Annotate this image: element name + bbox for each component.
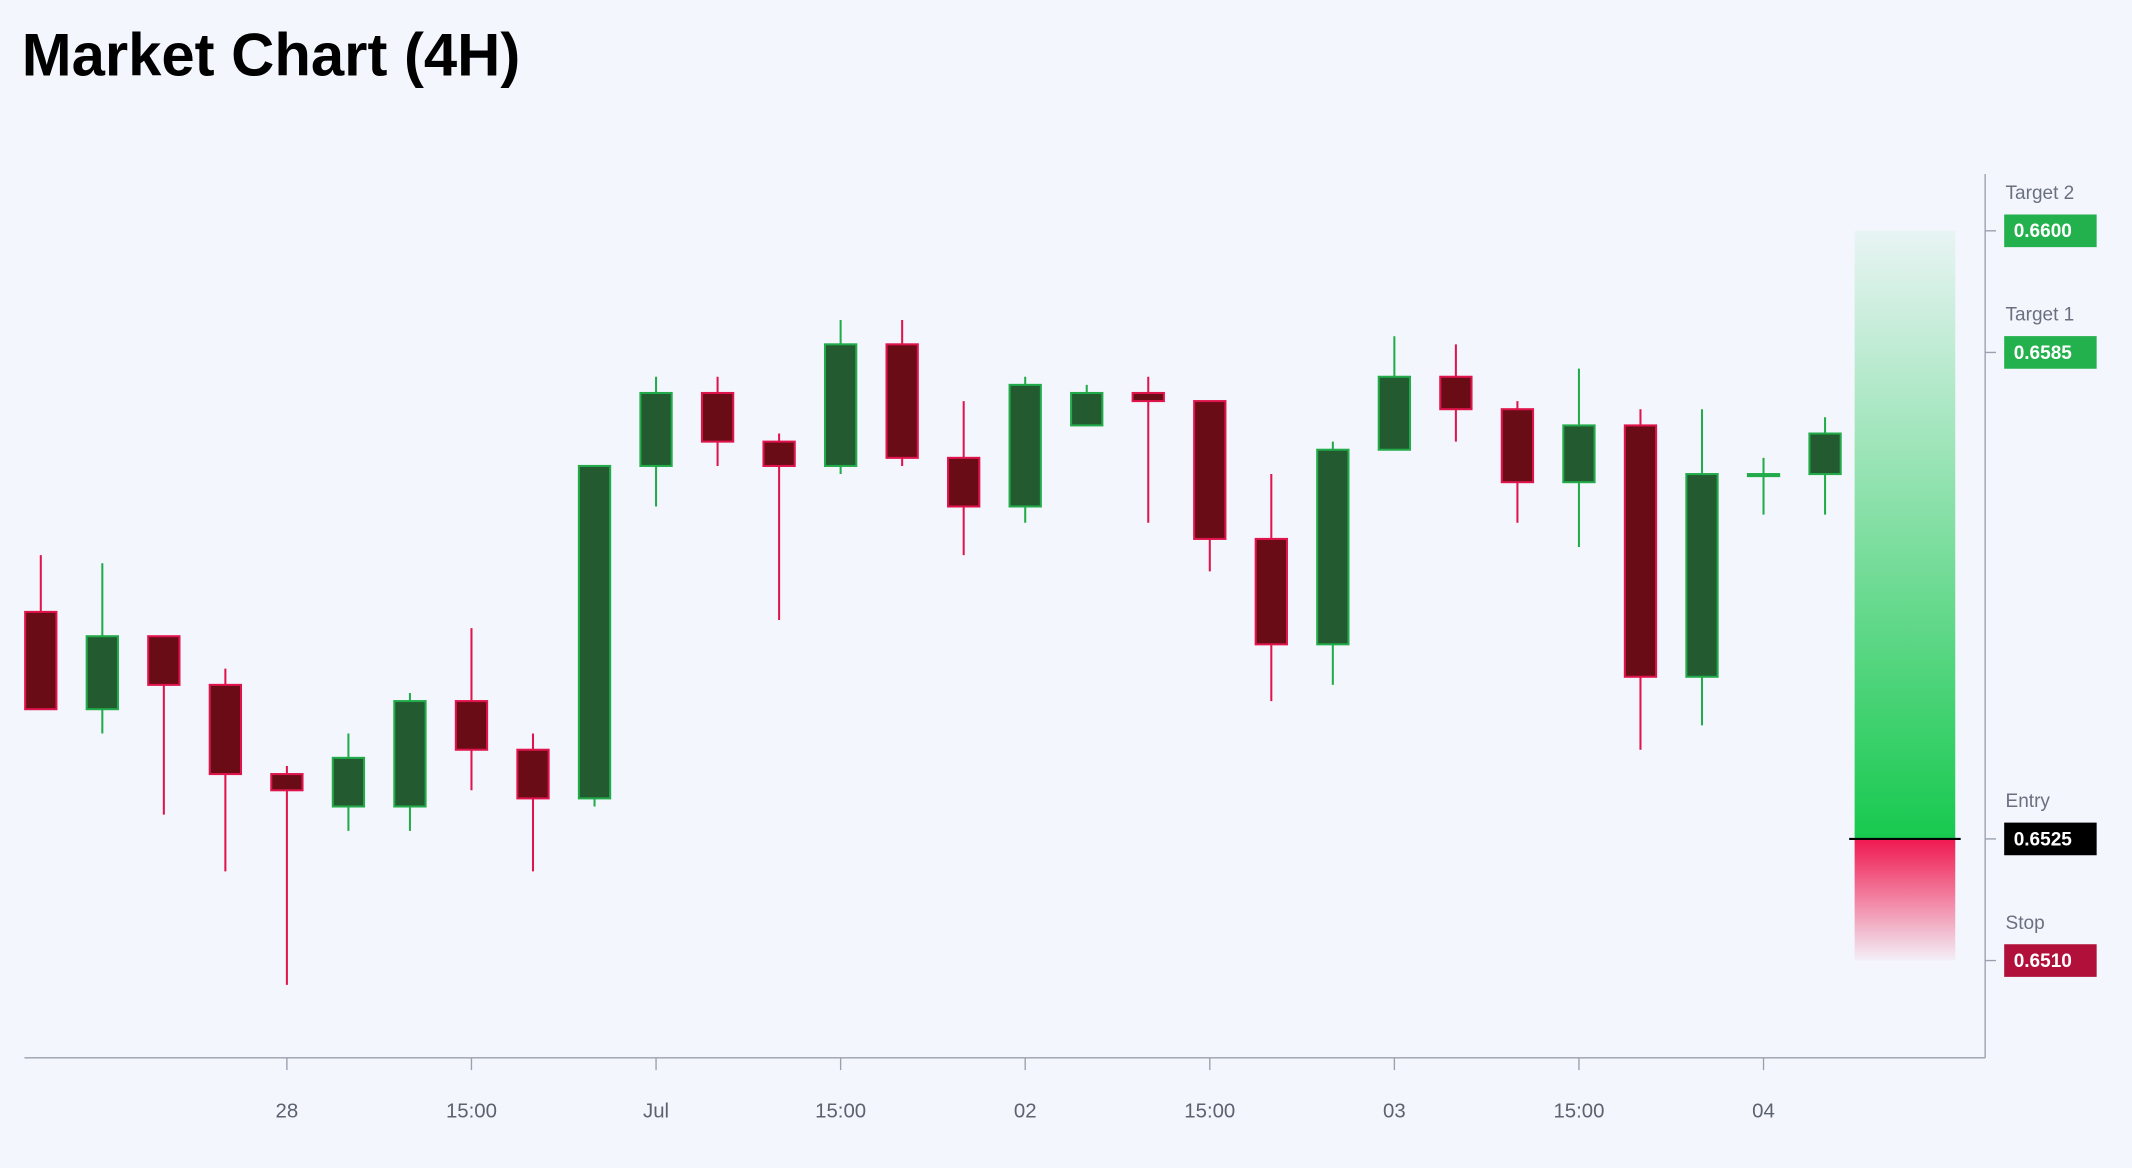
candle-body <box>1008 383 1042 508</box>
candle-body <box>516 748 550 800</box>
candle-body <box>577 464 612 800</box>
candle-body <box>1562 424 1596 484</box>
candle-body <box>700 391 735 443</box>
chart-title: Market Chart (4H) <box>22 22 521 89</box>
level-value: 0.6510 <box>2014 951 2072 972</box>
candle-body <box>1500 408 1535 484</box>
candle-body <box>270 773 304 792</box>
candle-body <box>1685 473 1719 678</box>
candle-body <box>331 756 366 808</box>
candle-body <box>1377 375 1412 451</box>
x-tick-label: 02 <box>1014 1101 1037 1123</box>
candle-body <box>1070 391 1104 427</box>
x-tick-label: 15:00 <box>446 1101 497 1123</box>
x-tick-label: 15:00 <box>815 1101 866 1123</box>
level-name: Stop <box>2006 913 2045 934</box>
x-tick-label: 28 <box>276 1101 299 1123</box>
profit-zone <box>1854 230 1956 839</box>
candle-body <box>208 683 243 776</box>
level-name: Target 1 <box>2006 305 2075 326</box>
candle-body <box>1254 537 1288 646</box>
x-tick-label: 04 <box>1752 1101 1775 1123</box>
level-value: 0.6585 <box>2014 343 2073 364</box>
level-box <box>2004 214 2097 248</box>
x-tick-label: Jul <box>643 1101 669 1123</box>
candle-body <box>1131 391 1165 403</box>
level-name: Entry <box>2006 791 2051 812</box>
candle-body <box>639 391 673 467</box>
level-box <box>2004 336 2097 369</box>
candle-body <box>1746 473 1781 478</box>
level-box <box>2004 822 2097 856</box>
candle-body <box>823 343 858 467</box>
candle-body <box>85 635 119 711</box>
candle-body <box>393 700 427 808</box>
candle-body <box>947 456 981 508</box>
x-tick-label: 03 <box>1383 1101 1406 1123</box>
x-tick-label: 15:00 <box>1184 1101 1235 1123</box>
candle-body <box>1623 424 1658 678</box>
candle-body <box>1439 375 1473 411</box>
level-value: 0.6525 <box>2014 829 2073 850</box>
x-tick-label: 15:00 <box>1553 1101 1604 1123</box>
candle-body <box>454 700 489 751</box>
level-box <box>2004 944 2097 977</box>
candle-body <box>1808 432 1842 476</box>
candle-body <box>762 440 796 467</box>
loss-zone <box>1854 838 1956 961</box>
candle-body <box>1316 448 1350 646</box>
candle-body <box>885 343 919 459</box>
level-name: Target 2 <box>2006 183 2075 204</box>
candle-body <box>24 610 58 711</box>
level-value: 0.6600 <box>2014 221 2072 242</box>
candle-body <box>1193 400 1227 540</box>
candle-body <box>147 635 181 686</box>
